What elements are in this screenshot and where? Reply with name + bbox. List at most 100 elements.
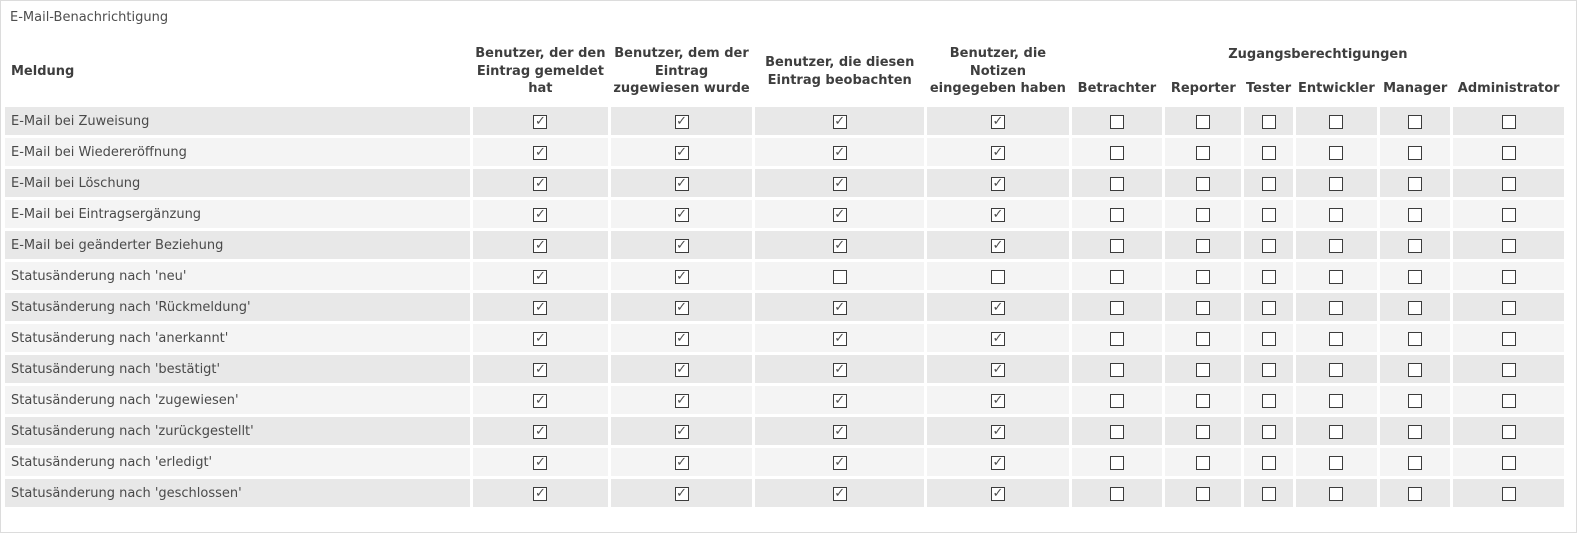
unchecked-checkbox[interactable] <box>1261 115 1276 129</box>
unchecked-checkbox[interactable] <box>1196 146 1211 160</box>
unchecked-checkbox[interactable] <box>1408 146 1423 160</box>
unchecked-checkbox[interactable] <box>1196 487 1211 501</box>
checked-checkbox[interactable] <box>990 301 1005 315</box>
checked-checkbox[interactable] <box>832 363 847 377</box>
unchecked-checkbox[interactable] <box>1196 239 1211 253</box>
unchecked-checkbox[interactable] <box>1261 208 1276 222</box>
unchecked-checkbox[interactable] <box>1109 208 1124 222</box>
checked-checkbox[interactable] <box>674 456 689 470</box>
unchecked-checkbox[interactable] <box>1109 146 1124 160</box>
checked-checkbox[interactable] <box>832 239 847 253</box>
checked-checkbox[interactable] <box>674 208 689 222</box>
unchecked-checkbox[interactable] <box>1196 425 1211 439</box>
checked-checkbox[interactable] <box>832 332 847 346</box>
unchecked-checkbox[interactable] <box>1408 270 1423 284</box>
checked-checkbox[interactable] <box>533 301 548 315</box>
checked-checkbox[interactable] <box>832 301 847 315</box>
unchecked-checkbox[interactable] <box>1501 332 1516 346</box>
checked-checkbox[interactable] <box>832 115 847 129</box>
checked-checkbox[interactable] <box>990 146 1005 160</box>
unchecked-checkbox[interactable] <box>1196 363 1211 377</box>
checked-checkbox[interactable] <box>674 301 689 315</box>
checked-checkbox[interactable] <box>674 115 689 129</box>
checked-checkbox[interactable] <box>533 270 548 284</box>
unchecked-checkbox[interactable] <box>1329 239 1344 253</box>
unchecked-checkbox[interactable] <box>1109 115 1124 129</box>
unchecked-checkbox[interactable] <box>1261 394 1276 408</box>
checked-checkbox[interactable] <box>674 425 689 439</box>
checked-checkbox[interactable] <box>990 456 1005 470</box>
checked-checkbox[interactable] <box>533 394 548 408</box>
unchecked-checkbox[interactable] <box>1196 177 1211 191</box>
unchecked-checkbox[interactable] <box>1329 456 1344 470</box>
unchecked-checkbox[interactable] <box>1196 301 1211 315</box>
unchecked-checkbox[interactable] <box>1261 177 1276 191</box>
unchecked-checkbox[interactable] <box>1408 208 1423 222</box>
unchecked-checkbox[interactable] <box>1501 208 1516 222</box>
unchecked-checkbox[interactable] <box>1196 394 1211 408</box>
unchecked-checkbox[interactable] <box>1329 115 1344 129</box>
checked-checkbox[interactable] <box>832 394 847 408</box>
checked-checkbox[interactable] <box>832 208 847 222</box>
checked-checkbox[interactable] <box>674 146 689 160</box>
unchecked-checkbox[interactable] <box>1408 177 1423 191</box>
checked-checkbox[interactable] <box>674 239 689 253</box>
unchecked-checkbox[interactable] <box>990 270 1005 284</box>
unchecked-checkbox[interactable] <box>1261 146 1276 160</box>
checked-checkbox[interactable] <box>533 487 548 501</box>
unchecked-checkbox[interactable] <box>1196 208 1211 222</box>
unchecked-checkbox[interactable] <box>1196 456 1211 470</box>
unchecked-checkbox[interactable] <box>1261 301 1276 315</box>
unchecked-checkbox[interactable] <box>1196 332 1211 346</box>
unchecked-checkbox[interactable] <box>1261 332 1276 346</box>
unchecked-checkbox[interactable] <box>1329 394 1344 408</box>
unchecked-checkbox[interactable] <box>1109 394 1124 408</box>
checked-checkbox[interactable] <box>990 487 1005 501</box>
unchecked-checkbox[interactable] <box>1329 332 1344 346</box>
unchecked-checkbox[interactable] <box>1408 239 1423 253</box>
unchecked-checkbox[interactable] <box>1261 270 1276 284</box>
checked-checkbox[interactable] <box>533 425 548 439</box>
unchecked-checkbox[interactable] <box>1501 363 1516 377</box>
checked-checkbox[interactable] <box>533 146 548 160</box>
unchecked-checkbox[interactable] <box>1329 425 1344 439</box>
unchecked-checkbox[interactable] <box>1501 177 1516 191</box>
unchecked-checkbox[interactable] <box>1408 363 1423 377</box>
checked-checkbox[interactable] <box>990 332 1005 346</box>
unchecked-checkbox[interactable] <box>1501 146 1516 160</box>
unchecked-checkbox[interactable] <box>1109 425 1124 439</box>
unchecked-checkbox[interactable] <box>1329 146 1344 160</box>
checked-checkbox[interactable] <box>990 363 1005 377</box>
unchecked-checkbox[interactable] <box>1109 239 1124 253</box>
unchecked-checkbox[interactable] <box>1408 425 1423 439</box>
unchecked-checkbox[interactable] <box>1109 270 1124 284</box>
unchecked-checkbox[interactable] <box>1501 456 1516 470</box>
checked-checkbox[interactable] <box>674 363 689 377</box>
unchecked-checkbox[interactable] <box>832 270 847 284</box>
unchecked-checkbox[interactable] <box>1329 177 1344 191</box>
checked-checkbox[interactable] <box>990 177 1005 191</box>
unchecked-checkbox[interactable] <box>1109 332 1124 346</box>
unchecked-checkbox[interactable] <box>1501 394 1516 408</box>
unchecked-checkbox[interactable] <box>1501 425 1516 439</box>
checked-checkbox[interactable] <box>533 332 548 346</box>
checked-checkbox[interactable] <box>674 332 689 346</box>
unchecked-checkbox[interactable] <box>1501 487 1516 501</box>
unchecked-checkbox[interactable] <box>1109 487 1124 501</box>
unchecked-checkbox[interactable] <box>1109 177 1124 191</box>
checked-checkbox[interactable] <box>832 177 847 191</box>
checked-checkbox[interactable] <box>533 456 548 470</box>
unchecked-checkbox[interactable] <box>1501 301 1516 315</box>
unchecked-checkbox[interactable] <box>1261 239 1276 253</box>
unchecked-checkbox[interactable] <box>1329 301 1344 315</box>
checked-checkbox[interactable] <box>832 146 847 160</box>
unchecked-checkbox[interactable] <box>1261 425 1276 439</box>
unchecked-checkbox[interactable] <box>1408 332 1423 346</box>
checked-checkbox[interactable] <box>832 487 847 501</box>
unchecked-checkbox[interactable] <box>1109 456 1124 470</box>
unchecked-checkbox[interactable] <box>1196 270 1211 284</box>
unchecked-checkbox[interactable] <box>1408 394 1423 408</box>
unchecked-checkbox[interactable] <box>1329 208 1344 222</box>
unchecked-checkbox[interactable] <box>1329 363 1344 377</box>
checked-checkbox[interactable] <box>533 363 548 377</box>
